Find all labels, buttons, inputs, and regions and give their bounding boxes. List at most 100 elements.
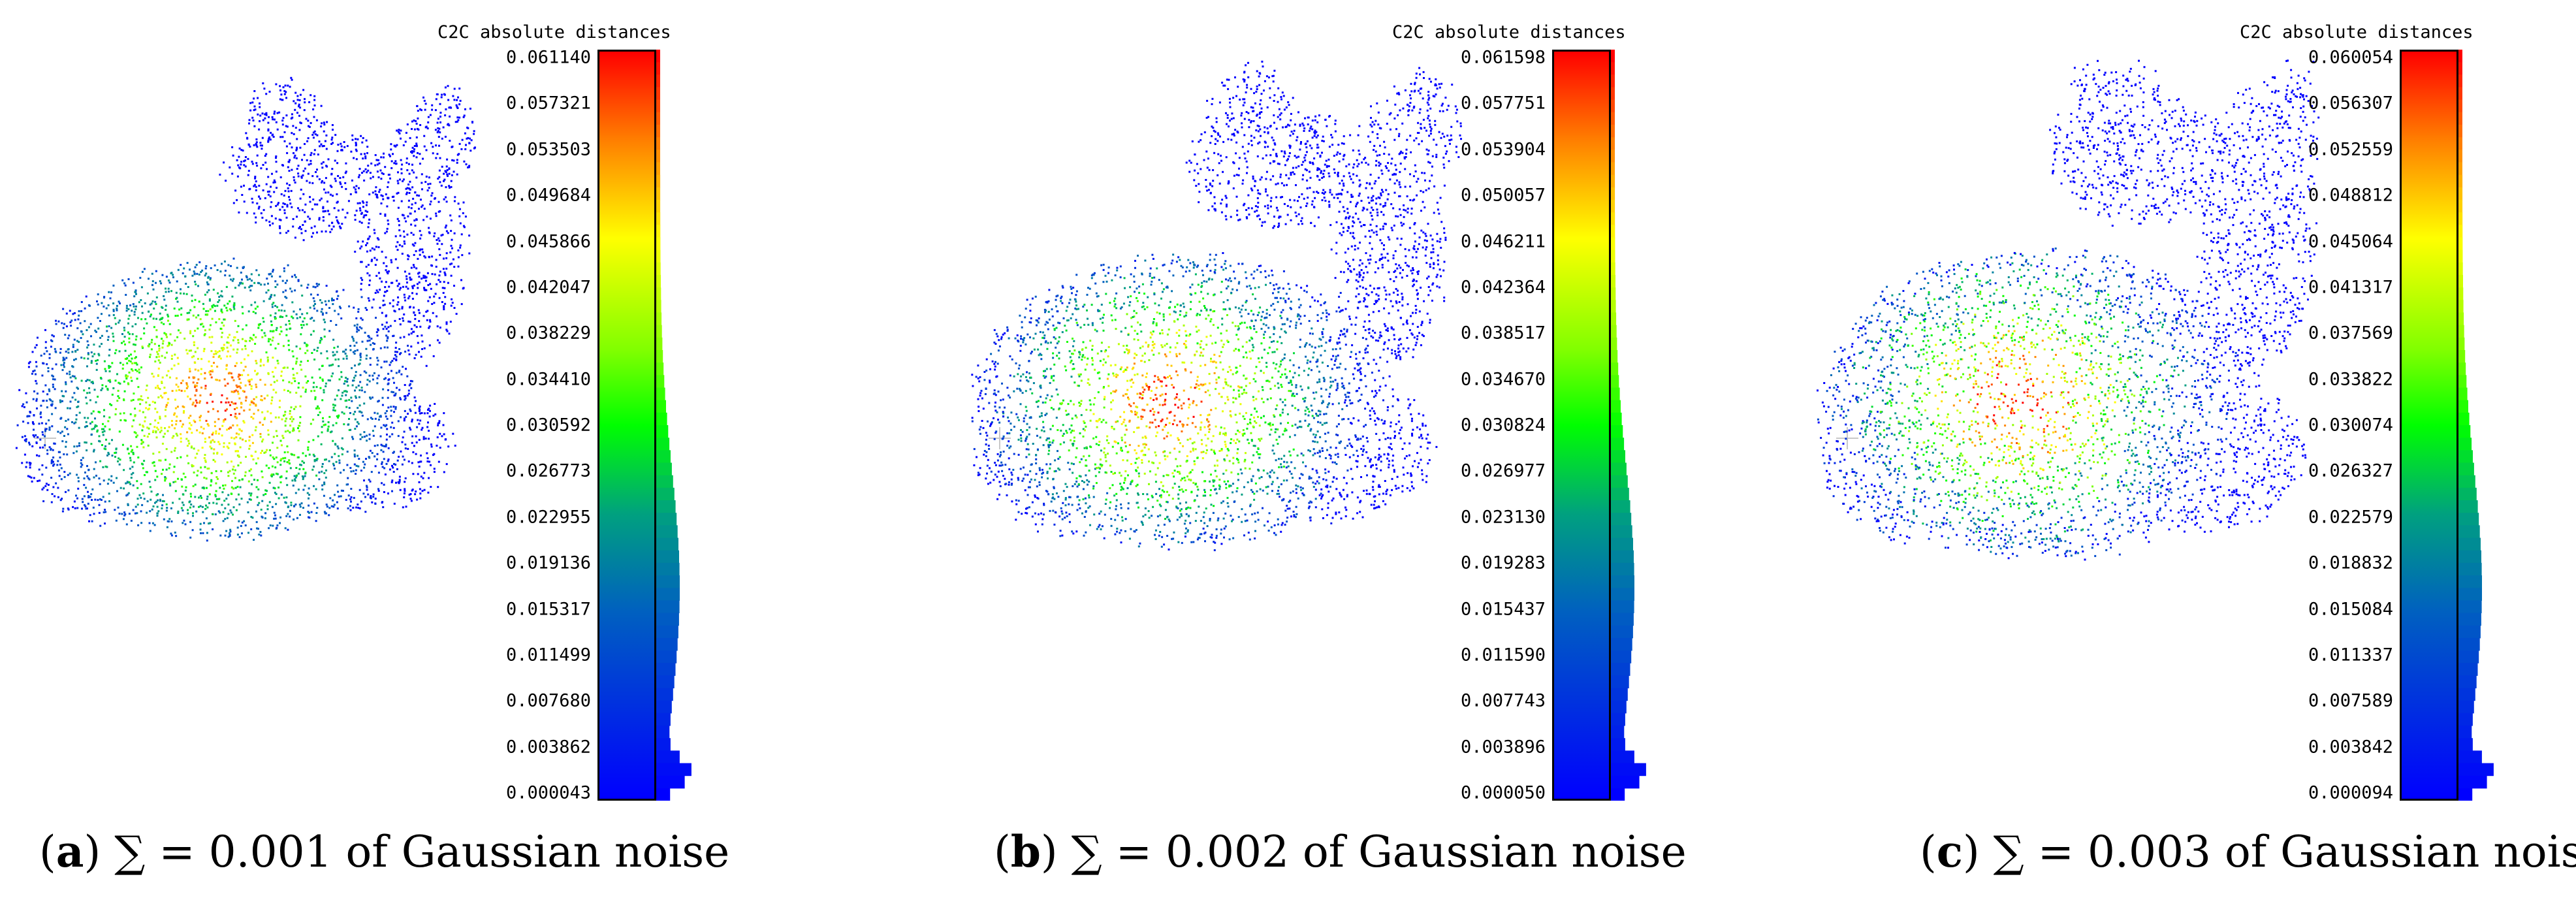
histogram-bar <box>656 600 680 613</box>
cloud-point <box>135 289 137 292</box>
cloud-point <box>177 510 180 513</box>
cloud-point <box>1194 520 1197 522</box>
cloud-point <box>255 144 258 146</box>
cloud-point <box>69 407 71 409</box>
cloud-point <box>450 219 453 221</box>
cloud-point <box>92 382 94 385</box>
cloud-point <box>313 458 316 461</box>
cloud-point <box>299 416 302 419</box>
cloud-point <box>450 185 453 188</box>
cloud-point <box>407 215 409 217</box>
cloud-point <box>244 165 247 168</box>
cloud-point <box>1117 514 1119 517</box>
cloud-point <box>280 93 283 96</box>
cloud-point <box>1218 162 1220 165</box>
cloud-point <box>981 397 983 400</box>
cloud-point <box>404 140 407 143</box>
cloud-point <box>358 389 361 391</box>
cloud-point <box>282 164 284 167</box>
cloud-point <box>1057 393 1059 396</box>
cloud-point <box>1238 157 1241 159</box>
cloud-point <box>190 424 193 426</box>
cloud-point <box>1102 329 1105 332</box>
cloud-point <box>135 432 137 434</box>
cloud-point <box>380 202 383 204</box>
cloud-point <box>1259 178 1262 181</box>
cloud-point <box>325 312 328 314</box>
cloud-point <box>377 488 379 490</box>
cloud-point <box>123 327 125 329</box>
cloud-point <box>191 356 193 359</box>
cloud-point <box>385 438 388 441</box>
cloud-point <box>224 507 227 509</box>
cloud-point <box>84 426 86 428</box>
cloud-point <box>1062 432 1065 435</box>
cloud-point <box>44 328 46 331</box>
cloud-point <box>380 194 383 197</box>
cloud-point <box>413 324 416 327</box>
cloud-point <box>269 338 272 340</box>
cloud-point <box>35 360 37 363</box>
cloud-point <box>87 352 89 355</box>
cloud-point <box>293 133 295 135</box>
cloud-point <box>411 169 413 172</box>
cloud-point <box>229 528 232 531</box>
cloud-point <box>233 308 236 310</box>
cloud-point <box>35 382 38 385</box>
cloud-point <box>1256 197 1259 199</box>
cloud-point <box>406 233 409 236</box>
cloud-point <box>111 362 114 364</box>
cloud-point <box>45 483 48 485</box>
cloud-point <box>215 490 217 492</box>
cloud-point <box>128 359 131 362</box>
cloud-point <box>87 353 89 356</box>
cloud-point <box>95 362 98 365</box>
cloud-point <box>367 264 370 266</box>
cloud-point <box>364 331 366 334</box>
cloud-point <box>298 105 300 108</box>
cloud-point <box>336 501 338 504</box>
cloud-point <box>162 436 165 438</box>
cloud-point <box>1100 421 1103 423</box>
cloud-point <box>289 418 292 420</box>
cloud-point <box>244 366 247 368</box>
cloud-point <box>383 458 385 460</box>
cloud-point <box>1240 114 1243 117</box>
cloud-point <box>295 345 298 347</box>
cloud-point <box>256 202 259 204</box>
cloud-point <box>1200 414 1202 417</box>
cloud-point <box>338 365 340 368</box>
cloud-point <box>1350 423 1353 425</box>
cloud-point <box>57 487 59 489</box>
cloud-point <box>1388 339 1390 342</box>
cloud-point <box>366 379 369 381</box>
cloud-point <box>1121 366 1123 369</box>
cloud-point <box>394 347 397 349</box>
cloud-point <box>29 360 31 363</box>
cloud-point <box>151 400 154 403</box>
cloud-point <box>433 453 436 455</box>
cloud-point <box>60 364 63 366</box>
cloud-point <box>338 378 341 381</box>
cloud-point <box>33 369 36 372</box>
cloud-point <box>226 517 229 519</box>
cloud-point <box>394 235 397 238</box>
cloud-point <box>429 409 431 412</box>
cloud-point <box>257 457 259 460</box>
cloud-point <box>313 149 316 152</box>
cloud-point <box>384 425 387 428</box>
cloud-point <box>1247 207 1250 210</box>
cloud-point <box>174 340 176 342</box>
cloud-point <box>1062 399 1064 402</box>
cloud-point <box>87 468 90 471</box>
cloud-point <box>429 319 431 321</box>
cloud-point <box>404 350 407 353</box>
cloud-point <box>162 340 165 342</box>
cloud-point <box>203 334 206 336</box>
cloud-point <box>265 183 268 185</box>
cloud-point <box>59 347 62 350</box>
cloud-point <box>301 295 304 297</box>
cloud-point <box>425 310 428 313</box>
cloud-point <box>271 172 273 175</box>
cloud-point <box>411 243 414 246</box>
